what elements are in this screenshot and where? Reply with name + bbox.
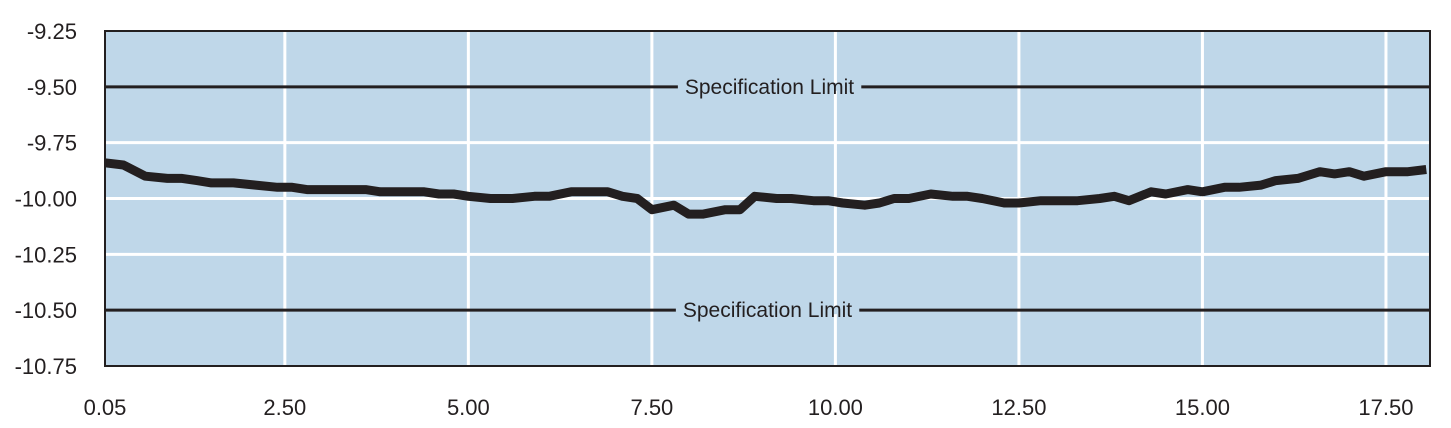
series bbox=[104, 158, 1427, 219]
y-tick-label: -10.25 bbox=[15, 242, 77, 267]
x-tick-label: 15.00 bbox=[1175, 395, 1230, 420]
label-backdrop bbox=[677, 82, 862, 91]
y-tick-label: -9.25 bbox=[27, 19, 77, 44]
x-axis-ticks: 0.05 2.50 5.00 7.50 10.00 12.50 15.00 17.50 bbox=[84, 395, 1414, 420]
y-tick-label: -10.50 bbox=[15, 298, 77, 323]
y-tick-label: -10.00 bbox=[15, 187, 77, 212]
specification-limits: Specification Limit Specification Limit bbox=[105, 76, 1430, 322]
y-tick-label: -9.50 bbox=[27, 75, 77, 100]
y-tick-label: -9.75 bbox=[27, 131, 77, 156]
x-tick-label: 0.05 bbox=[84, 395, 127, 420]
specification-limit-label: Specification Limit bbox=[683, 299, 852, 322]
x-tick-label: 5.00 bbox=[447, 395, 490, 420]
x-tick-label: 2.50 bbox=[263, 395, 306, 420]
y-axis-ticks: -9.25 -9.50 -9.75 -10.00 -10.25 -10.50 -10.75 bbox=[15, 19, 77, 379]
plot-frame bbox=[104, 30, 1431, 367]
data-series-line bbox=[104, 158, 1427, 219]
x-tick-label: 7.50 bbox=[630, 395, 673, 420]
y-tick-label: -10.75 bbox=[15, 354, 77, 379]
x-tick-label: 17.50 bbox=[1358, 395, 1413, 420]
x-tick-label: 12.50 bbox=[991, 395, 1046, 420]
x-tick-label: 10.00 bbox=[808, 395, 863, 420]
label-backdrop bbox=[675, 306, 860, 315]
specification-limit-label: Specification Limit bbox=[685, 76, 854, 99]
